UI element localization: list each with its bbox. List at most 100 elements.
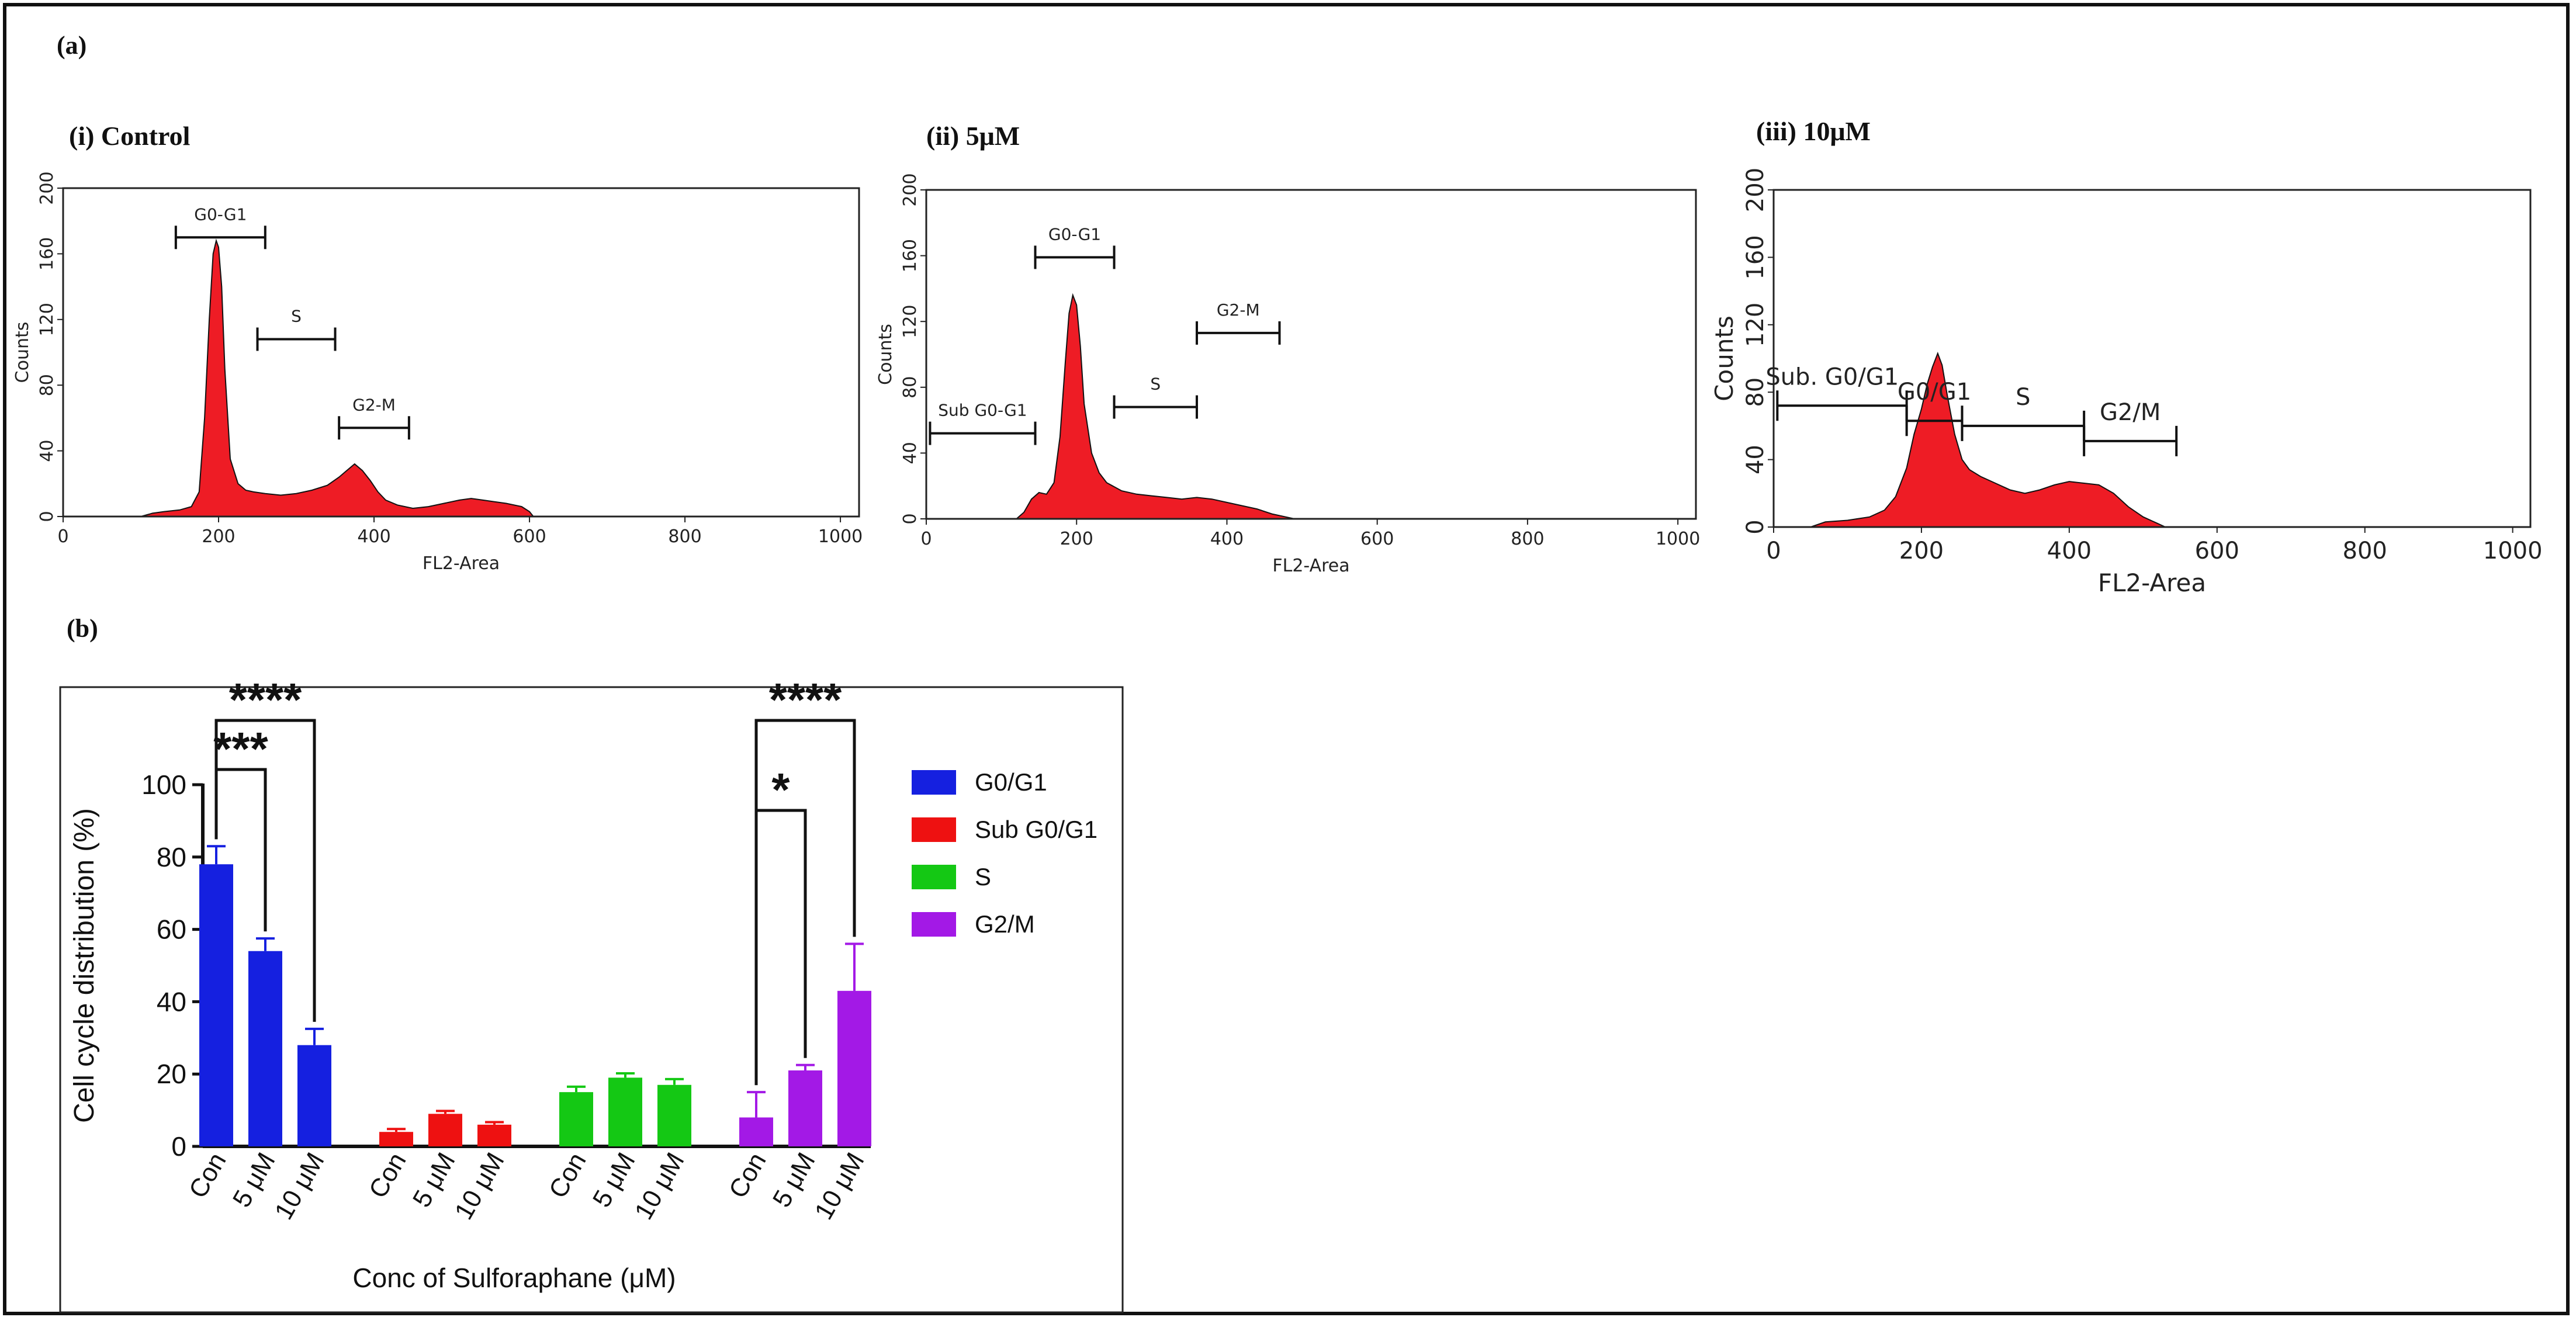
- legend-label: Sub G0/G1: [975, 816, 1097, 843]
- y-tick-label: 40: [1742, 445, 1769, 474]
- gate-label: Sub G0-G1: [938, 401, 1027, 420]
- gate-label: S: [2016, 384, 2030, 411]
- panel-b-label: (b): [67, 614, 98, 643]
- plot-frame: [925, 189, 1697, 520]
- y-tick-label: 160: [900, 239, 920, 272]
- y-tick-label: 20: [157, 1059, 186, 1089]
- category-label: 10 μM: [629, 1148, 690, 1225]
- gate-label: G2/M: [2100, 399, 2160, 426]
- bar-s: [608, 1077, 642, 1146]
- significance-label: ****: [229, 674, 302, 726]
- category-label: 10 μM: [449, 1148, 510, 1225]
- x-axis-label: FL2-Area: [423, 553, 500, 574]
- category-label: Con: [543, 1148, 592, 1203]
- x-tick-label: 400: [357, 526, 390, 547]
- x-tick-label: 400: [1210, 529, 1244, 549]
- y-tick-label: 80: [157, 842, 186, 872]
- bar-sub-g0-g1: [477, 1124, 511, 1146]
- x-axis-label: Conc of Sulforaphane (μM): [352, 1263, 676, 1293]
- x-tick-label: 1000: [1656, 529, 1700, 549]
- gate-label: G0/G1: [1898, 379, 1971, 405]
- legend-swatch: [912, 912, 956, 937]
- significance-label: ***: [213, 723, 268, 775]
- bar-sub-g0-g1: [379, 1132, 413, 1146]
- category-label: 10 μM: [809, 1148, 870, 1225]
- significance-bracket: [754, 719, 856, 1086]
- y-axis-label: Counts: [1710, 316, 1739, 401]
- x-tick-label: 800: [2343, 538, 2387, 564]
- y-tick-label: 40: [157, 986, 186, 1017]
- x-tick-label: 600: [2195, 538, 2239, 564]
- histogram-area: [1810, 351, 2166, 528]
- gate-label: S: [1150, 375, 1161, 394]
- category-label: Con: [183, 1148, 232, 1203]
- x-tick-label: 1000: [818, 526, 863, 547]
- y-tick-label: 40: [37, 440, 57, 462]
- significance-label: *: [771, 764, 790, 816]
- legend-label: S: [975, 863, 991, 890]
- gate-label: G0-G1: [194, 205, 247, 224]
- y-tick-label: 0: [37, 511, 57, 522]
- y-tick-label: 120: [1742, 303, 1769, 347]
- significance-bracket: [754, 809, 807, 1086]
- legend-swatch: [912, 865, 956, 889]
- histogram-area: [140, 238, 535, 517]
- y-tick-label: 40: [900, 442, 920, 464]
- significance-label: ****: [769, 674, 842, 726]
- hist-5um-title: (ii) 5μM: [926, 121, 1020, 151]
- category-label: Con: [723, 1148, 772, 1203]
- y-tick-label: 160: [37, 237, 57, 271]
- bar-g0-g1: [297, 1045, 331, 1146]
- x-axis-label: FL2-Area: [2098, 569, 2206, 597]
- y-tick-label: 120: [900, 305, 920, 338]
- y-tick-label: 200: [37, 171, 57, 205]
- plot-frame: [62, 187, 860, 518]
- y-tick-label: 0: [171, 1131, 186, 1162]
- x-tick-label: 600: [513, 526, 546, 547]
- figure-frame: [3, 3, 2570, 1315]
- category-label: 5 μM: [227, 1148, 281, 1212]
- gate-label: S: [291, 307, 302, 326]
- y-tick-label: 100: [141, 770, 186, 800]
- legend-label: G0/G1: [975, 768, 1047, 796]
- y-tick-label: 120: [37, 303, 57, 336]
- x-axis-label: FL2-Area: [1272, 556, 1349, 576]
- y-axis-label: Counts: [12, 322, 33, 383]
- bar-s: [559, 1092, 593, 1146]
- category-label: 10 μM: [269, 1148, 330, 1225]
- significance-bracket: [214, 719, 316, 1022]
- y-axis-label: Cell cycle distribution (%): [69, 808, 100, 1123]
- y-tick-label: 80: [900, 376, 920, 398]
- y-tick-label: 160: [1742, 235, 1769, 279]
- category-label: 5 μM: [407, 1148, 461, 1212]
- y-tick-label: 80: [37, 374, 57, 396]
- legend-swatch: [912, 770, 956, 795]
- x-tick-label: 800: [668, 526, 701, 547]
- x-tick-label: 200: [202, 526, 235, 547]
- legend-label: G2/M: [975, 910, 1035, 938]
- y-tick-label: 200: [1742, 168, 1769, 212]
- y-tick-label: 60: [157, 914, 186, 945]
- x-tick-label: 0: [920, 529, 932, 549]
- bar-g2-m: [739, 1117, 773, 1146]
- x-tick-label: 1000: [2483, 538, 2543, 564]
- x-tick-label: 200: [1899, 538, 1944, 564]
- category-label: Con: [363, 1148, 412, 1203]
- y-tick-label: 0: [900, 513, 920, 524]
- hist-10um-title: (iii) 10μM: [1756, 116, 1871, 146]
- x-tick-label: 200: [1060, 529, 1093, 549]
- gate-label: G2-M: [352, 395, 396, 414]
- gate-label: G0-G1: [1048, 224, 1101, 244]
- y-tick-label: 0: [1742, 519, 1769, 534]
- bar-g2-m: [837, 990, 871, 1146]
- panel-a-label: (a): [57, 31, 87, 60]
- bar-s: [657, 1084, 691, 1146]
- legend-swatch: [912, 817, 956, 842]
- x-tick-label: 400: [2047, 538, 2092, 564]
- category-label: 5 μM: [767, 1148, 821, 1212]
- gate-label: Sub. G0/G1: [1765, 363, 1899, 390]
- bar-panel-frame: [59, 686, 1124, 1313]
